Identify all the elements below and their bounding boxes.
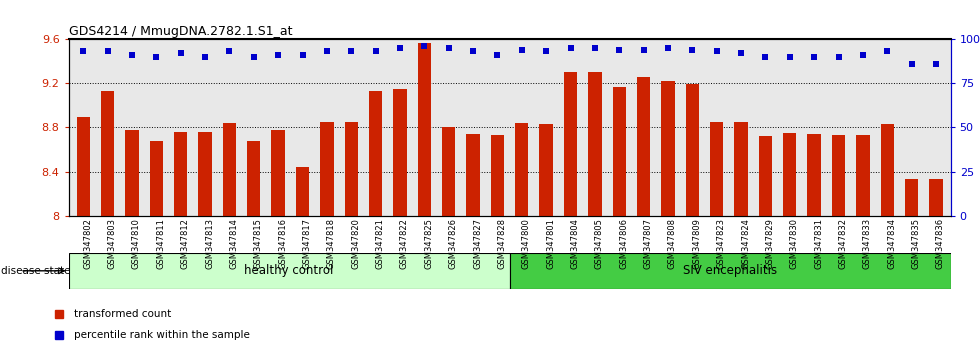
Bar xyxy=(662,81,674,216)
Text: GSM347835: GSM347835 xyxy=(911,218,920,269)
Bar xyxy=(832,135,845,216)
Text: GSM347813: GSM347813 xyxy=(205,218,214,269)
Bar xyxy=(637,76,651,216)
Text: GSM347829: GSM347829 xyxy=(765,218,774,269)
Bar xyxy=(442,127,456,216)
Bar xyxy=(588,72,602,216)
Bar xyxy=(905,179,918,216)
Bar xyxy=(393,89,407,216)
Text: GSM347805: GSM347805 xyxy=(595,218,604,269)
Bar xyxy=(345,122,358,216)
Text: GSM347801: GSM347801 xyxy=(546,218,555,269)
Text: GSM347827: GSM347827 xyxy=(473,218,482,269)
Bar xyxy=(857,135,869,216)
Text: GSM347814: GSM347814 xyxy=(229,218,238,269)
Text: GSM347823: GSM347823 xyxy=(716,218,726,269)
Bar xyxy=(734,122,748,216)
Text: GSM347807: GSM347807 xyxy=(644,218,653,269)
Text: GSM347800: GSM347800 xyxy=(521,218,531,269)
Bar xyxy=(296,167,310,216)
Bar xyxy=(417,43,431,216)
Bar xyxy=(929,179,943,216)
Bar xyxy=(808,134,821,216)
Text: GSM347830: GSM347830 xyxy=(790,218,799,269)
Text: GSM347815: GSM347815 xyxy=(254,218,263,269)
Text: GSM347812: GSM347812 xyxy=(180,218,190,269)
Text: disease state: disease state xyxy=(1,266,71,276)
Bar xyxy=(466,134,480,216)
Text: GSM347833: GSM347833 xyxy=(862,218,872,269)
Text: percentile rank within the sample: percentile rank within the sample xyxy=(74,330,249,340)
Text: GSM347804: GSM347804 xyxy=(570,218,579,269)
Text: GSM347811: GSM347811 xyxy=(157,218,166,269)
Text: GSM347806: GSM347806 xyxy=(619,218,628,269)
Bar xyxy=(76,118,90,216)
Text: GSM347820: GSM347820 xyxy=(351,218,361,269)
Text: GSM347836: GSM347836 xyxy=(936,218,945,269)
Bar xyxy=(271,130,285,216)
Text: healthy control: healthy control xyxy=(244,264,334,277)
Text: GSM347810: GSM347810 xyxy=(132,218,141,269)
Bar xyxy=(491,135,504,216)
Bar xyxy=(515,123,528,216)
Text: GSM347802: GSM347802 xyxy=(83,218,92,269)
Bar xyxy=(783,133,797,216)
Bar xyxy=(539,124,553,216)
Text: GSM347825: GSM347825 xyxy=(424,218,433,269)
Bar xyxy=(510,253,951,289)
Text: GSM347831: GSM347831 xyxy=(814,218,823,269)
Bar xyxy=(69,253,510,289)
Text: GSM347816: GSM347816 xyxy=(278,218,287,269)
Bar xyxy=(368,91,382,216)
Text: GDS4214 / MmugDNA.2782.1.S1_at: GDS4214 / MmugDNA.2782.1.S1_at xyxy=(69,25,292,38)
Text: GSM347817: GSM347817 xyxy=(303,218,312,269)
Text: GSM347822: GSM347822 xyxy=(400,218,409,269)
Bar xyxy=(710,122,723,216)
Bar xyxy=(612,86,626,216)
Bar xyxy=(881,124,894,216)
Bar xyxy=(198,132,212,216)
Bar xyxy=(125,130,138,216)
Text: GSM347828: GSM347828 xyxy=(498,218,507,269)
Text: GSM347832: GSM347832 xyxy=(839,218,848,269)
Text: GSM347821: GSM347821 xyxy=(375,218,384,269)
Text: GSM347808: GSM347808 xyxy=(668,218,677,269)
Text: transformed count: transformed count xyxy=(74,309,171,319)
Bar xyxy=(320,122,333,216)
Text: SIV encephalitis: SIV encephalitis xyxy=(683,264,777,277)
Text: GSM347818: GSM347818 xyxy=(327,218,336,269)
Text: GSM347826: GSM347826 xyxy=(449,218,458,269)
Bar xyxy=(150,141,163,216)
Bar xyxy=(101,91,115,216)
Text: GSM347824: GSM347824 xyxy=(741,218,750,269)
Bar xyxy=(247,141,261,216)
Bar xyxy=(564,72,577,216)
Bar xyxy=(686,84,699,216)
Bar xyxy=(174,132,187,216)
Text: GSM347834: GSM347834 xyxy=(887,218,897,269)
Bar xyxy=(759,136,772,216)
Text: GSM347803: GSM347803 xyxy=(108,218,117,269)
Text: GSM347809: GSM347809 xyxy=(692,218,702,269)
Bar xyxy=(222,123,236,216)
